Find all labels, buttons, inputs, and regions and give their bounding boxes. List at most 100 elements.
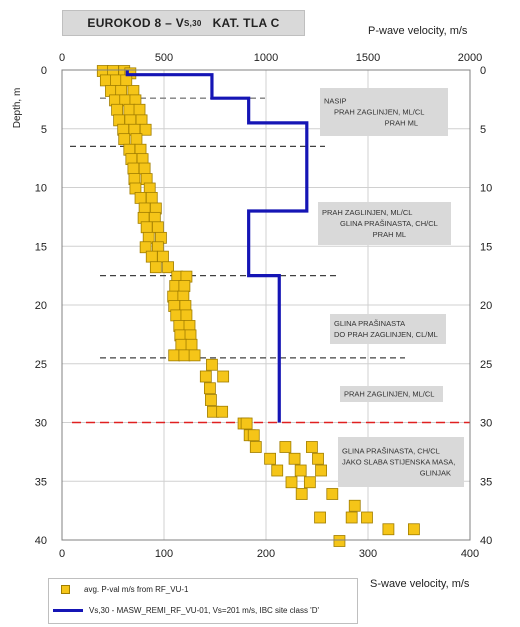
p-wave-point — [168, 349, 181, 362]
title-rest: KAT. TLA C — [212, 16, 280, 30]
annotation-text: PRAH ZAGLINJEN, ML/CL — [344, 390, 434, 399]
legend-line-icon — [53, 609, 83, 612]
p-wave-point — [203, 382, 216, 395]
p-wave-point — [99, 74, 112, 87]
p-wave-point — [199, 370, 212, 383]
p-wave-point — [180, 309, 193, 322]
legend-marker-square-icon — [61, 585, 70, 594]
tick-label-right: 0 — [480, 65, 486, 77]
p-wave-point — [178, 280, 191, 292]
p-wave-point — [139, 241, 152, 254]
tick-label-right: 40 — [480, 535, 492, 547]
tick-label-right: 5 — [480, 124, 486, 136]
annotation-text: DO PRAH ZAGLINJEN, CL/ML — [334, 330, 438, 339]
annotation-text: GLINA PRAŠINASTA, CH/CL — [340, 219, 438, 228]
p-wave-point — [345, 511, 358, 524]
p-wave-point — [151, 221, 164, 234]
legend-item-vs: Vs,30 - MASW_REMI_RF_VU-01, Vs=201 m/s, … — [49, 606, 319, 615]
p-wave-point — [285, 476, 298, 489]
p-wave-point — [118, 133, 131, 146]
tick-label-left: 30 — [35, 418, 47, 430]
legend-label-pwave: avg. P-val m/s from RF_VU-1 — [84, 585, 189, 594]
legend-label-vs: Vs,30 - MASW_REMI_RF_VU-01, Vs=201 m/s, … — [89, 606, 320, 615]
legend-item-pwave: avg. P-val m/s from RF_VU-1 — [49, 585, 188, 594]
tick-label-bottom: 400 — [461, 548, 479, 560]
vs-profile — [125, 70, 309, 423]
p-wave-point — [216, 405, 229, 418]
annotation-text: JAKO SLABA STIJENSKA MASA, — [342, 458, 455, 467]
tick-label-left: 20 — [35, 300, 47, 312]
p-wave-point — [217, 370, 230, 383]
axis-labels: P-wave velocity, m/s S-wave velocity, m/s… — [12, 25, 470, 590]
tick-label-bottom: 100 — [155, 548, 173, 560]
p-wave-point — [206, 358, 218, 371]
p-wave-point — [138, 162, 151, 175]
annotation-box — [318, 202, 451, 245]
layer-boundaries — [70, 97, 470, 424]
tick-label-right: 35 — [480, 476, 492, 488]
p-wave-point — [120, 74, 133, 87]
tick-label-left: 40 — [35, 535, 47, 547]
annotation-box — [330, 314, 446, 344]
p-wave-point — [312, 452, 324, 465]
p-wave-point — [111, 103, 123, 116]
tick-label-top: 500 — [155, 52, 173, 64]
p-wave-point — [178, 349, 191, 362]
chart-title: EUROKOD 8 – V S,30 KAT. TLA C — [62, 10, 305, 36]
p-wave-point — [314, 511, 326, 524]
title-sub: S,30 — [184, 18, 202, 28]
annotation-text: GLINA PRAŠINASTA, CH/CL — [342, 447, 440, 456]
tick-label-right: 15 — [480, 241, 492, 253]
tick-label-left: 10 — [35, 183, 47, 195]
tick-label-top: 0 — [59, 52, 65, 64]
tick-label-left: 5 — [41, 124, 47, 136]
p-wave-points — [96, 65, 420, 547]
plot-border — [61, 69, 471, 541]
p-wave-point — [145, 191, 158, 204]
tick-label-bottom: 200 — [257, 548, 275, 560]
tick-label-bottom: 0 — [59, 548, 65, 560]
annotation-text: NASIP — [324, 97, 347, 106]
p-wave-point — [123, 103, 136, 116]
tick-label-left: 25 — [35, 359, 47, 371]
p-wave-point — [139, 123, 152, 136]
top-axis-label: P-wave velocity, m/s — [368, 25, 468, 37]
annotation-text: PRAH ML — [373, 230, 406, 239]
annotation-box — [338, 437, 464, 487]
p-wave-point — [348, 499, 361, 512]
p-wave-point — [140, 221, 153, 234]
tick-label-bottom: 300 — [359, 548, 377, 560]
p-wave-point — [294, 464, 307, 477]
p-wave-point — [315, 464, 327, 477]
tick-label-top: 1500 — [356, 52, 380, 64]
tick-label-left: 35 — [35, 476, 47, 488]
p-wave-point — [205, 394, 217, 406]
p-wave-point — [333, 535, 346, 547]
p-wave-point — [288, 452, 301, 465]
tick-label-top: 1000 — [254, 52, 278, 64]
annotation-text: GLINA PRAŠINASTA — [334, 319, 405, 328]
p-wave-point — [170, 309, 183, 322]
p-wave-point — [264, 452, 276, 465]
tick-label-left: 15 — [35, 241, 47, 253]
annotation-box — [340, 386, 443, 402]
p-wave-point — [145, 250, 158, 263]
p-wave-point — [295, 488, 308, 500]
p-wave-point — [175, 338, 188, 351]
annotations: NASIP PRAH ZAGLINJEN, ML/CL PRAH ML PRAH ZA… — [318, 88, 464, 487]
p-wave-point — [185, 338, 198, 351]
p-wave-point — [407, 523, 420, 536]
p-wave-point — [240, 417, 253, 430]
legend: avg. P-val m/s from RF_VU-1 Vs,30 - MASW… — [48, 578, 358, 624]
p-wave-point — [361, 511, 373, 524]
p-wave-point — [382, 523, 395, 536]
title-main: EUROKOD 8 – V — [87, 16, 184, 30]
p-wave-point — [127, 162, 140, 175]
p-wave-point — [188, 349, 201, 362]
p-wave-point — [303, 476, 316, 489]
annotation-text: PRAH ML — [385, 119, 418, 128]
tick-label-right: 10 — [480, 183, 492, 195]
p-wave-point — [249, 441, 262, 453]
tick-label-right: 20 — [480, 300, 492, 312]
